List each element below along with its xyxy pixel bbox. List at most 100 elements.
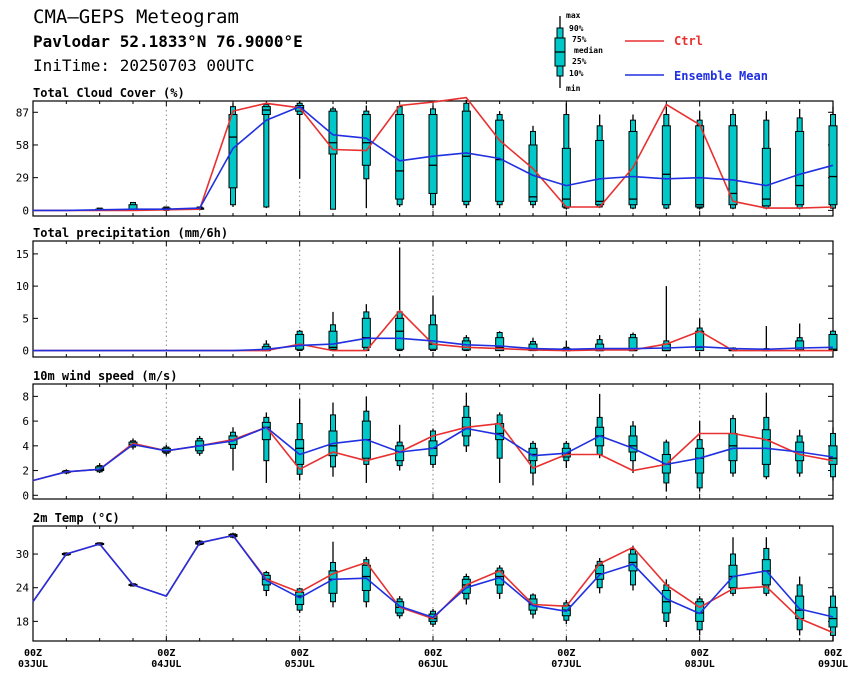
box-interquartile xyxy=(695,125,705,208)
box-interquartile xyxy=(728,432,738,462)
panel3-y-tick-label: 0 xyxy=(22,489,29,502)
panel1-box-plot xyxy=(361,105,371,209)
box-interquartile xyxy=(361,114,371,166)
panel4-box-plot xyxy=(795,576,805,636)
panel4-y-tick-label: 30 xyxy=(16,548,29,561)
panel1-ensemble-mean-line xyxy=(33,105,834,212)
panel1-box-plot xyxy=(661,106,671,210)
legend-box-label: 75% xyxy=(572,35,587,44)
box-interquartile xyxy=(428,324,438,350)
panel2-box-plot xyxy=(461,335,471,352)
panel2-title: Total precipitation (mm/6h) xyxy=(33,226,228,240)
x-tick-day-label: 08JUL xyxy=(685,659,715,670)
panel1-box-plot xyxy=(395,104,405,207)
panel3-box-plot xyxy=(828,427,838,481)
legend-ctrl-label: Ctrl xyxy=(674,34,703,48)
panel4-ensemble-mean-line xyxy=(32,534,834,619)
box-interquartile xyxy=(728,125,738,206)
box-interquartile xyxy=(795,340,805,352)
x-tick-hour-label: 00Z xyxy=(691,648,709,659)
panel1-box-plot xyxy=(728,108,738,210)
panel2-y-tick-label: 0 xyxy=(22,345,29,358)
box-interquartile xyxy=(561,147,571,208)
panel4-y-tick-label: 24 xyxy=(16,582,30,595)
panel2-box-plot xyxy=(295,329,305,352)
panel1-box-plot xyxy=(561,103,571,210)
x-tick-day-label: 05JUL xyxy=(285,659,315,670)
x-tick-day-label: 03JUL xyxy=(18,659,48,670)
x-tick-hour-label: 00Z xyxy=(824,648,842,659)
panel1-box-plot xyxy=(228,103,238,207)
panel2-y-tick-label: 5 xyxy=(22,312,29,325)
panel3-box-plot xyxy=(628,421,638,474)
panel3-y-tick-label: 8 xyxy=(22,390,29,403)
panel3-box-plot xyxy=(261,412,271,483)
meteogram-title: CMA—GEPS Meteogram xyxy=(33,6,239,28)
x-tick-day-label: 09JUL xyxy=(818,659,848,670)
box-interquartile xyxy=(761,147,771,207)
x-tick-day-label: 04JUL xyxy=(151,659,181,670)
box-interquartile xyxy=(628,435,638,453)
box-interquartile xyxy=(428,114,438,194)
legend-box-label: median xyxy=(574,45,603,55)
box-interquartile xyxy=(328,330,338,350)
legend-box-label: 90% xyxy=(569,24,584,33)
init-time-label: IniTime: 20250703 00UTC xyxy=(33,56,255,75)
box-interquartile xyxy=(361,317,371,348)
box-outer-range xyxy=(330,108,336,210)
panel3-y-tick-label: 6 xyxy=(22,415,29,428)
panel4-title: 2m Temp (°C) xyxy=(33,511,120,525)
panel3-y-tick-label: 4 xyxy=(22,440,29,453)
panel1-title: Total Cloud Cover (%) xyxy=(33,86,185,100)
legend-box-label: 10% xyxy=(569,69,584,78)
legend-box-label: max xyxy=(566,11,581,20)
panel3-box-plot xyxy=(761,392,771,480)
location-label: Pavlodar 52.1833°N 76.9000°E xyxy=(33,32,303,51)
box-interquartile xyxy=(595,139,605,206)
panel1-box-plot xyxy=(328,106,338,210)
panel1-y-tick-label: 29 xyxy=(16,172,29,185)
x-tick-hour-label: 00Z xyxy=(157,648,175,659)
box-interquartile xyxy=(828,125,838,206)
panel2-y-tick-label: 15 xyxy=(16,248,29,261)
legend-box-label: min xyxy=(566,83,581,93)
x-tick-hour-label: 00Z xyxy=(557,648,575,659)
x-tick-hour-label: 00Z xyxy=(24,648,42,659)
panel3-box-plot xyxy=(528,440,538,486)
box-outer-range xyxy=(263,103,270,208)
x-tick-day-label: 07JUL xyxy=(551,659,581,670)
box-interquartile xyxy=(395,114,405,200)
panel4-box-plot xyxy=(628,545,638,591)
panel4-box-plot xyxy=(695,596,705,636)
box-interquartile xyxy=(761,429,771,465)
panel1-box-plot xyxy=(595,114,605,209)
panel3-ensemble-mean-line xyxy=(32,426,834,482)
panel1-box-plot xyxy=(795,108,805,210)
panel3-y-tick-label: 2 xyxy=(22,465,29,478)
panel3-box-plot xyxy=(295,398,305,481)
panel2-box-plot xyxy=(428,295,438,352)
box-interquartile xyxy=(761,559,771,586)
panel2-y-tick-label: 10 xyxy=(16,280,29,293)
x-tick-day-label: 06JUL xyxy=(418,659,448,670)
legend-box-label: 25% xyxy=(572,57,587,66)
box-interquartile xyxy=(328,110,338,155)
box-interquartile xyxy=(795,130,805,206)
panel2-ensemble-mean-line xyxy=(33,337,834,352)
legend-box-glyph xyxy=(554,16,566,88)
panel4-box-plot xyxy=(361,556,371,608)
panel2-box-plot xyxy=(395,247,405,352)
box-interquartile xyxy=(828,445,838,465)
panel3-box-plot xyxy=(728,414,738,477)
panel1-box-plot xyxy=(828,106,838,210)
box-interquartile xyxy=(595,564,605,580)
panel1-y-tick-label: 58 xyxy=(16,139,29,152)
box-interquartile xyxy=(661,125,671,206)
panel4-box-plot xyxy=(661,579,671,627)
box-interquartile xyxy=(828,606,838,628)
box-interquartile xyxy=(495,337,505,352)
box-interquartile xyxy=(695,447,705,474)
panel2-box-plot xyxy=(495,331,505,352)
box-interquartile xyxy=(295,333,305,350)
